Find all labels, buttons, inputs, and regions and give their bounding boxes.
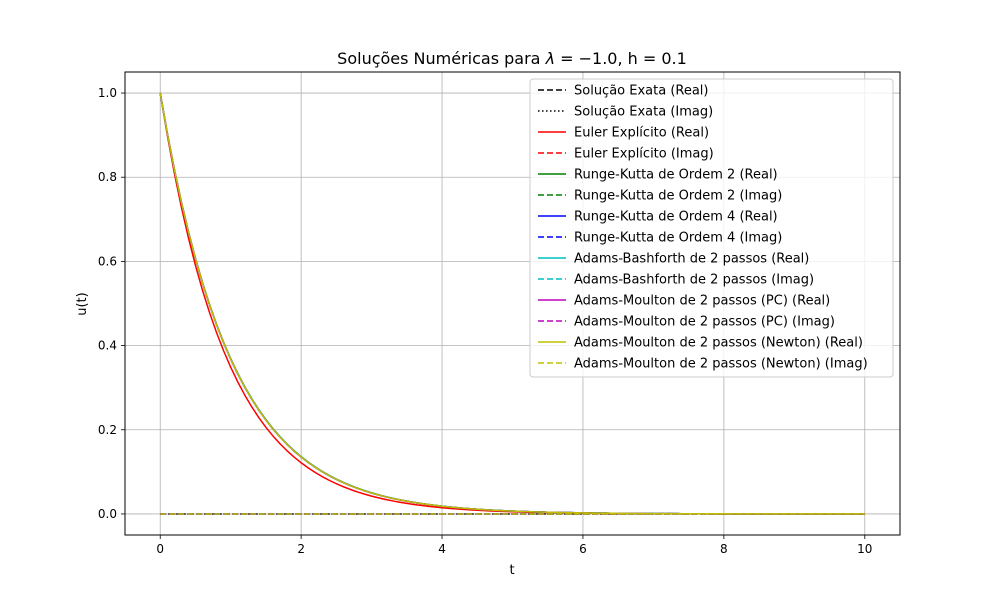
x-tick-label: 8 xyxy=(720,542,728,556)
y-tick-label: 0.6 xyxy=(98,254,117,268)
legend-label: Runge-Kutta de Ordem 4 (Imag) xyxy=(574,231,782,246)
legend-label: Runge-Kutta de Ordem 2 (Real) xyxy=(574,168,778,183)
chart-title: Soluções Numéricas para λ = −1.0, h = 0.… xyxy=(337,49,687,68)
legend-label: Runge-Kutta de Ordem 4 (Real) xyxy=(574,210,778,225)
x-tick-label: 10 xyxy=(857,542,872,556)
x-tick-label: 2 xyxy=(297,542,305,556)
y-tick-label: 0.8 xyxy=(98,170,117,184)
legend-label: Euler Explícito (Imag) xyxy=(574,147,714,162)
x-tick-label: 6 xyxy=(579,542,587,556)
legend-label: Euler Explícito (Real) xyxy=(574,126,709,141)
y-tick-label: 1.0 xyxy=(98,86,117,100)
y-tick-label: 0.2 xyxy=(98,423,117,437)
legend-label: Adams-Moulton de 2 passos (PC) (Real) xyxy=(574,294,830,309)
y-axis-label: u(t) xyxy=(75,292,90,315)
y-tick-label: 0.4 xyxy=(98,339,117,353)
legend-box xyxy=(529,78,894,378)
x-axis-label: t xyxy=(509,563,514,578)
legend-label: Solução Exata (Imag) xyxy=(574,105,713,120)
x-tick-label: 0 xyxy=(156,542,164,556)
plot-frame xyxy=(124,71,901,536)
legend-label: Adams-Moulton de 2 passos (PC) (Imag) xyxy=(574,315,835,330)
x-tick-label: 4 xyxy=(438,542,446,556)
legend-label: Runge-Kutta de Ordem 2 (Imag) xyxy=(574,189,782,204)
legend-label: Adams-Bashforth de 2 passos (Real) xyxy=(574,252,809,267)
plot-lines xyxy=(159,92,865,515)
legend-label: Solução Exata (Real) xyxy=(574,84,709,99)
legend-label: Adams-Bashforth de 2 passos (Imag) xyxy=(574,273,814,288)
y-tick-label: 0.0 xyxy=(98,507,117,521)
legend-label: Adams-Moulton de 2 passos (Newton) (Real… xyxy=(574,336,863,351)
axis-ticks: 0 2 4 6 8 10 0.0 0.2 0.4 0.6 0.8 1.0 xyxy=(98,86,873,556)
legend-label: Adams-Moulton de 2 passos (Newton) (Imag… xyxy=(574,357,868,372)
legend: Solução Exata (Real) Solução Exata (Imag)… xyxy=(529,78,894,378)
